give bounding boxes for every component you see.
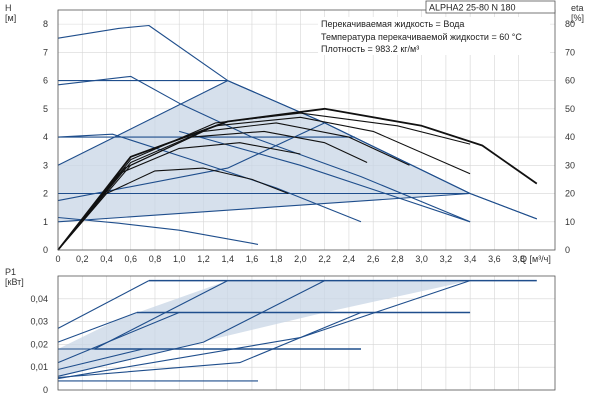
x-tick-label: 1,0: [173, 254, 186, 264]
head-tick-label: 8: [43, 19, 48, 29]
head-curve: [469, 192, 537, 220]
eta-tick-label: 0: [565, 245, 570, 255]
eta-tick-label: 30: [565, 160, 575, 170]
power-tick-label: 0: [43, 385, 48, 395]
power-axis-unit: [кВт]: [5, 277, 24, 287]
model-label: ALPHA2 25-80 N 180: [429, 3, 516, 13]
power-curve: [57, 311, 362, 379]
info-line-fluid: Перекачиваемая жидкость = Вода: [321, 19, 464, 29]
power-curve: [57, 311, 137, 343]
x-tick-label: 1,8: [270, 254, 283, 264]
x-tick-label: 2,6: [367, 254, 380, 264]
head-tick-label: 6: [43, 76, 48, 86]
power-tick-label: 0,02: [30, 339, 48, 349]
head-curve: [227, 80, 471, 194]
power-axis-label: P1: [5, 267, 16, 277]
head-curve: [57, 133, 362, 223]
power-plot-frame: [57, 275, 556, 391]
eta-axis-unit: [%]: [571, 13, 584, 23]
x-tick-label: 1,2: [197, 254, 210, 264]
x-tick-label: 1,6: [246, 254, 259, 264]
x-tick-label: 3,4: [464, 254, 477, 264]
head-tick-label: 4: [43, 132, 48, 142]
info-line-density: Плотность = 983.2 кг/м³: [321, 44, 419, 54]
x-tick-label: 2,8: [391, 254, 404, 264]
power-operating-area: [58, 280, 471, 377]
head-plot-frame: [57, 9, 556, 251]
eta-tick-label: 60: [565, 76, 575, 86]
head-tick-label: 3: [43, 160, 48, 170]
power-panel: 0 0,01 0,02 0,03 0,04 P1 [кВт]: [5, 267, 556, 395]
head-tick-label: 2: [43, 189, 48, 199]
x-tick-label: 0: [55, 254, 60, 264]
x-tick-label: 0,6: [124, 254, 137, 264]
power-y-tick-labels: 0 0,01 0,02 0,03 0,04: [30, 294, 48, 395]
eta-tick-label: 80: [565, 19, 575, 29]
eta-tick-label: 70: [565, 47, 575, 57]
head-curve: [57, 216, 259, 245]
power-tick-label: 0,03: [30, 317, 48, 327]
power-curve: [57, 280, 325, 377]
head-tick-label: 5: [43, 104, 48, 114]
head-y-tick-labels: 0 1 2 3 4 5 6 7 8: [43, 19, 48, 255]
power-tick-label: 0,04: [30, 294, 48, 304]
head-curve: [179, 130, 471, 223]
power-curve: [57, 348, 144, 371]
x-tick-label: 2,0: [294, 254, 307, 264]
x-tick-label: 2,2: [318, 254, 331, 264]
info-box: [318, 17, 550, 55]
eta-tick-label: 40: [565, 132, 575, 142]
head-axis-unit: [м]: [5, 13, 16, 23]
x-tick-label: 3,2: [440, 254, 453, 264]
head-tick-label: 7: [43, 47, 48, 57]
x-tick-label: 0,2: [76, 254, 89, 264]
x-tick-label: 3,6: [488, 254, 501, 264]
x-tick-label: 2,4: [343, 254, 356, 264]
head-axis-label: H: [5, 3, 12, 13]
head-curve: [57, 192, 471, 223]
x-tick-label: 3,0: [415, 254, 428, 264]
info-line-temperature: Температура перекачиваемой жидкости = 60…: [321, 32, 522, 42]
power-curve: [57, 311, 180, 364]
head-tick-label: 1: [43, 217, 48, 227]
x-tick-label: 1,4: [221, 254, 234, 264]
head-curve: [57, 80, 228, 166]
head-tick-label: 0: [43, 245, 48, 255]
head-curve: [57, 75, 471, 223]
head-series-group: [57, 24, 538, 251]
efficiency-curve: [57, 122, 410, 251]
efficiency-curve: [57, 107, 538, 251]
efficiency-curve: [57, 167, 289, 251]
model-label-box: [425, 0, 556, 14]
eta-tick-label: 10: [565, 217, 575, 227]
x-tick-label: 0,4: [100, 254, 113, 264]
x-tick-label: 0,8: [149, 254, 162, 264]
x-axis-label: Q [м³/ч]: [520, 254, 551, 264]
efficiency-curve: [57, 116, 471, 251]
eta-axis-label: eta: [571, 3, 584, 13]
x-tick-labels: 0 0,2 0,4 0,6 0,8 1,0 1,2 1,4 1,6 1,8 2,0 2,2 2,4 2,6…: [55, 254, 524, 264]
power-series-group: [57, 279, 537, 382]
efficiency-curve: [57, 130, 368, 251]
eta-tick-label: 20: [565, 189, 575, 199]
head-panel: 0 0,2 0,4 0,6 0,8 1,0 1,2 1,4 1,6 1,8 2,0 2,2 2,4 2,6…: [5, 0, 584, 264]
power-tick-label: 0,01: [30, 362, 48, 372]
efficiency-curve: [57, 142, 301, 251]
x-tick-label: 3,8: [512, 254, 525, 264]
eta-y-tick-labels: 0 10 20 30 40 50 60 70 80: [565, 19, 575, 255]
eta-tick-label: 50: [565, 104, 575, 114]
power-curve: [57, 280, 150, 329]
